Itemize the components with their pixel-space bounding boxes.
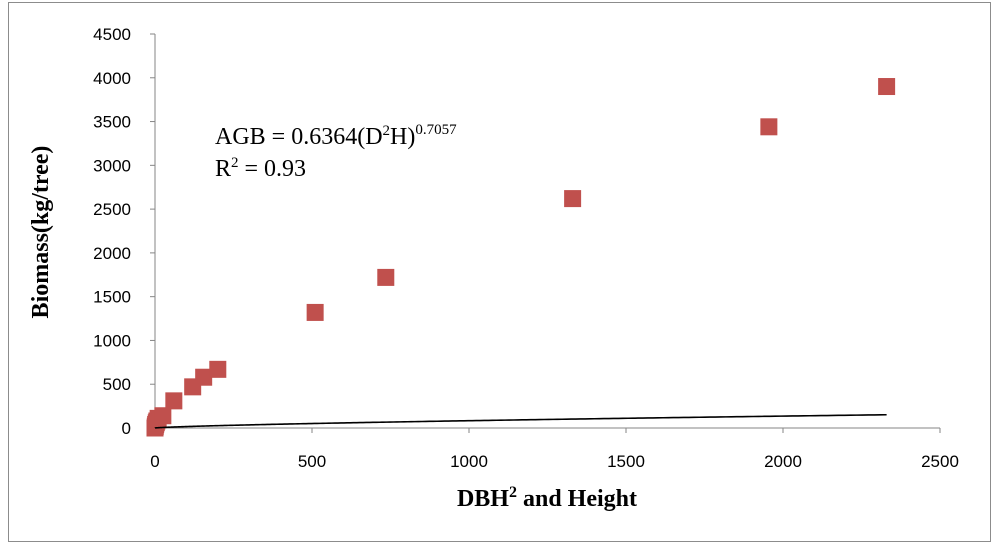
data-point bbox=[195, 368, 213, 386]
x-tick-label: 1000 bbox=[450, 452, 488, 471]
data-point bbox=[377, 268, 395, 286]
r-squared-label: R2 = 0.93 bbox=[215, 155, 306, 182]
data-point bbox=[760, 118, 778, 136]
y-tick-label: 4000 bbox=[93, 69, 131, 88]
y-tick-labels: 0 500 1000 1500 2000 2500 3000 3500 4000 4500 bbox=[93, 25, 131, 438]
axes bbox=[150, 33, 941, 433]
data-point bbox=[209, 360, 227, 378]
x-axis-title: DBH2 and Height bbox=[457, 484, 637, 512]
y-tick-label: 3000 bbox=[93, 156, 131, 175]
power-trendline bbox=[154, 413, 887, 429]
x-tick-labels: 0 500 1000 1500 2000 2500 bbox=[150, 452, 959, 471]
data-point bbox=[564, 190, 582, 208]
data-point bbox=[306, 303, 324, 321]
y-tick-label: 4500 bbox=[93, 25, 131, 44]
trendline-equation: AGB = 0.6364(D2H)0.7057 bbox=[215, 122, 457, 150]
y-tick-label: 500 bbox=[103, 375, 131, 394]
x-tick-label: 0 bbox=[150, 452, 159, 471]
x-tick-label: 500 bbox=[298, 452, 326, 471]
y-tick-label: 1500 bbox=[93, 288, 131, 307]
y-tick-label: 3500 bbox=[93, 113, 131, 132]
y-tick-label: 1000 bbox=[93, 331, 131, 350]
x-tick-label: 2500 bbox=[921, 452, 959, 471]
x-tick-label: 1500 bbox=[607, 452, 645, 471]
data-points bbox=[146, 78, 896, 437]
data-point bbox=[154, 407, 172, 425]
y-tick-label: 2500 bbox=[93, 200, 131, 219]
x-tick-label: 2000 bbox=[764, 452, 802, 471]
data-point bbox=[878, 78, 896, 96]
y-tick-label: 2000 bbox=[93, 244, 131, 263]
data-point bbox=[165, 392, 183, 410]
y-axis-title: Biomass(kg/tree) bbox=[28, 146, 54, 319]
y-tick-label: 0 bbox=[122, 419, 131, 438]
chart-frame bbox=[8, 2, 991, 542]
